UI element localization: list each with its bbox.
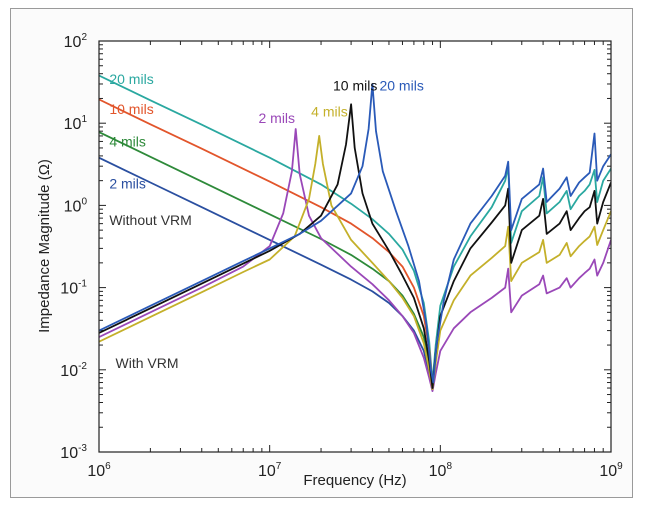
series-line-1 bbox=[99, 74, 611, 384]
y-tick-label: 101 bbox=[64, 114, 88, 133]
annotation-label-8: 4 mils bbox=[311, 104, 348, 120]
x-tick-label: 109 bbox=[599, 461, 623, 480]
annotation-label-2: 10 mils bbox=[109, 101, 153, 117]
y-axis-title: Impedance Magnitude (Ω) bbox=[36, 159, 53, 333]
annotation-label-9: 10 mils bbox=[333, 77, 377, 93]
x-axis-title: Frequency (Hz) bbox=[303, 472, 406, 489]
annotation-label-5: Without VRM bbox=[109, 212, 191, 228]
series-line-8 bbox=[99, 83, 611, 384]
annotation-label-10: 20 mils bbox=[379, 77, 423, 93]
annotation-label-7: 2 mils bbox=[258, 110, 295, 126]
plot-background bbox=[99, 41, 611, 452]
series-line-7 bbox=[99, 103, 611, 389]
series-line-5 bbox=[99, 128, 611, 392]
series-line-4 bbox=[99, 156, 434, 392]
figure-frame: 20 mils 10 mils 4 mils 2 mils Without VRM Wit… bbox=[10, 8, 633, 498]
series-line-3 bbox=[99, 131, 434, 390]
x-tick-label: 107 bbox=[258, 461, 282, 480]
annotation-label-1: 20 mils bbox=[109, 71, 153, 87]
y-tick-label: 10-2 bbox=[60, 361, 87, 380]
annotation-label-3: 4 mils bbox=[109, 134, 146, 150]
x-tick-label: 106 bbox=[87, 461, 111, 480]
series-line-2 bbox=[99, 98, 434, 386]
series-line-6 bbox=[99, 135, 611, 391]
y-tick-label: 10-3 bbox=[60, 443, 87, 462]
x-tick-label: 108 bbox=[429, 461, 453, 480]
y-tick-label: 100 bbox=[64, 196, 88, 215]
plot-area-border bbox=[98, 40, 612, 453]
annotation-label-6: With VRM bbox=[116, 355, 179, 371]
annotation-label-4: 2 mils bbox=[109, 176, 146, 192]
y-tick-label: 10-1 bbox=[60, 279, 87, 298]
y-tick-label: 102 bbox=[64, 32, 88, 51]
